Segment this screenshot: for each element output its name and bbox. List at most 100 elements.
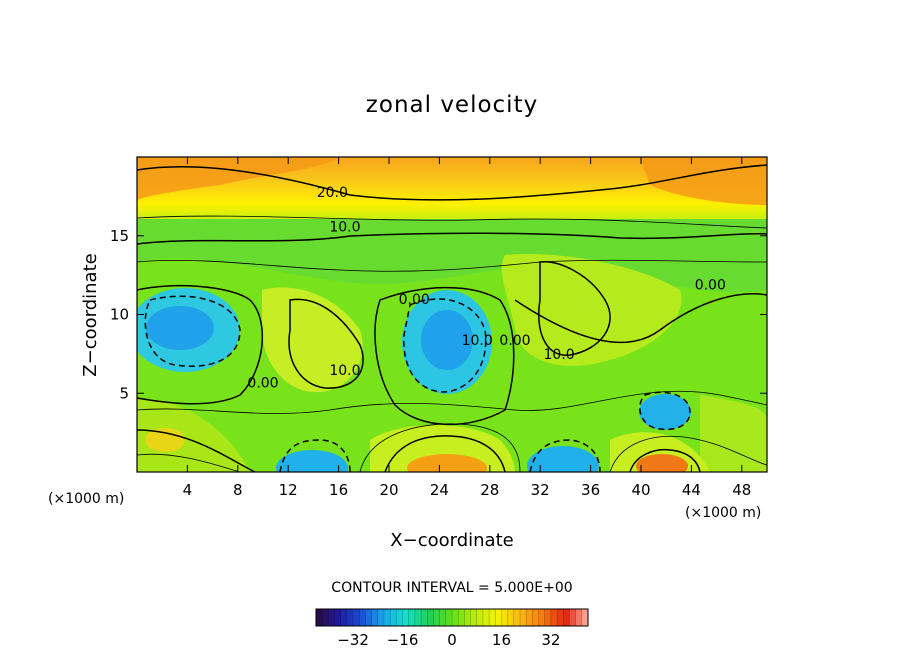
colorbar-cell <box>420 608 428 627</box>
colorbar-ticks: −32 −16 0 16 32 <box>337 631 560 649</box>
contour-neg5-left <box>144 295 241 367</box>
colorbar-cell <box>482 608 490 627</box>
contour-5-bottom <box>137 423 767 472</box>
contour-label: 20.0 <box>317 185 348 201</box>
field-blue-core-bottom-right <box>527 446 599 472</box>
colorbar-cell <box>439 608 447 627</box>
contour-5-mid <box>137 390 767 414</box>
colorbar-cell <box>315 608 323 627</box>
colorbar-cell <box>550 608 558 627</box>
colorbar-cell <box>427 608 435 627</box>
colorbar-cell <box>581 608 589 627</box>
colorbar-cell <box>476 608 484 627</box>
contour-label: 10.0 <box>329 363 360 379</box>
contour-10-bottom-mid <box>384 435 506 472</box>
y-axis-label: Z−coordinate <box>80 253 101 376</box>
chart-title: zonal velocity <box>366 92 538 118</box>
x-axis-unit: (×1000 m) <box>685 505 761 521</box>
colorbar-cell <box>408 608 416 627</box>
contour-label: 0.00 <box>695 278 726 294</box>
colorbar-tick-label: 0 <box>447 631 457 649</box>
colorbar-cell <box>402 608 410 627</box>
colorbar-cell <box>451 608 459 627</box>
contour-20 <box>137 164 767 201</box>
y-axis-ticks: 5 10 15 <box>110 227 767 402</box>
contour-label: 0.00 <box>399 292 430 308</box>
field-blue-core-bottom-left <box>276 450 348 472</box>
colorbar-cell <box>340 608 348 627</box>
x-tick-label: 44 <box>682 481 701 499</box>
colorbar-cell <box>371 608 379 627</box>
colorbar-cell <box>352 608 360 627</box>
field-orange-bottom-mid <box>407 454 487 472</box>
contour-15 <box>137 215 767 229</box>
colorbar-cell <box>488 608 496 627</box>
x-tick-label: 8 <box>233 481 243 499</box>
y-tick-label: 15 <box>110 227 129 245</box>
contour-0-center-loop <box>374 286 515 426</box>
colorbar-cell <box>532 608 540 627</box>
colorbar-cell <box>556 608 564 627</box>
colorbar-cell <box>445 608 453 627</box>
colorbar-cell <box>414 608 422 627</box>
x-tick-label: 16 <box>329 481 348 499</box>
contour-label: 10.0 <box>544 347 575 363</box>
colorbar-cell <box>495 608 503 627</box>
colorbar-cell <box>389 608 397 627</box>
colorbar-tick-label: 16 <box>492 631 511 649</box>
contour-label: 0.00 <box>499 333 530 349</box>
colorbar-cell <box>525 608 533 627</box>
y-axis-unit: (×1000 m) <box>48 491 124 507</box>
x-axis-label: X−coordinate <box>390 530 513 551</box>
x-tick-label: 28 <box>480 481 499 499</box>
x-tick-label: 32 <box>531 481 550 499</box>
field-blue-core-left-inner <box>146 306 214 350</box>
colorbar-cell <box>346 608 354 627</box>
colorbar-cell <box>464 608 472 627</box>
contour-label: 0.00 <box>247 375 278 391</box>
contour-10-left-loop <box>288 298 364 389</box>
colorbar-cell <box>457 608 465 627</box>
colorbar-cell <box>544 608 552 627</box>
colorbar-tick-label: 32 <box>541 631 560 649</box>
y-tick-label: 5 <box>119 384 129 402</box>
colorbar-cell <box>359 608 367 627</box>
x-tick-label: 40 <box>631 481 650 499</box>
contour-lines <box>137 164 767 472</box>
field-yg-center <box>501 254 682 366</box>
contour-label: 10.0 <box>329 219 360 235</box>
field-yg-left <box>262 287 363 393</box>
colorbar-frame <box>315 608 589 627</box>
colorbar-cell <box>538 608 546 627</box>
colorbar-cell <box>507 608 515 627</box>
contour-label: 10.0 <box>462 333 493 349</box>
field-blue-core-right <box>639 394 691 430</box>
x-tick-label: 4 <box>183 481 193 499</box>
x-tick-label: 24 <box>430 481 449 499</box>
colorbar-cell <box>334 608 342 627</box>
contour-labels: 20.0 10.0 0.00 10.0 0.00 10.0 10.0 0.00 0.00 <box>247 185 726 392</box>
field-blue-core-center-inner <box>421 310 473 370</box>
colorbar-cell <box>501 608 509 627</box>
x-tick-label: 20 <box>379 481 398 499</box>
colorbar-tick-label: −16 <box>387 631 419 649</box>
colorbar-cell <box>513 608 521 627</box>
contour-0-left-loop <box>137 284 263 405</box>
contour-10-bottom-right <box>629 448 701 472</box>
contour-neg5-bottom-left <box>279 439 351 472</box>
field-orange-bottom-left <box>145 428 185 452</box>
contour-interval-text: CONTOUR INTERVAL = 5.000E+00 <box>331 580 572 596</box>
field-top-orange-left <box>137 157 340 200</box>
colorbar-tick-label: −32 <box>337 631 369 649</box>
colorbar-cell <box>433 608 441 627</box>
colorbar-cell <box>377 608 385 627</box>
colorbar-cell <box>396 608 404 627</box>
y-tick-label: 10 <box>110 306 129 324</box>
colorbar-cell <box>569 608 577 627</box>
colorbar-cell <box>328 608 336 627</box>
contour-0-bottom <box>137 429 256 472</box>
contour-0-right <box>514 293 767 344</box>
colorbar-cell <box>575 608 583 627</box>
colorbar-cell <box>563 608 571 627</box>
